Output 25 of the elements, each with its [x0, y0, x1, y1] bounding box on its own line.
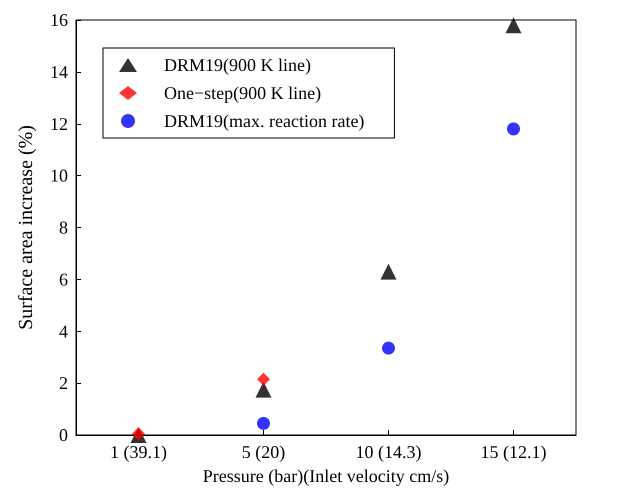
x-tick-label: 5 (20)	[242, 442, 286, 462]
x-axis-title: Pressure (bar)(Inlet velocity cm/s)	[202, 466, 450, 486]
y-tick-label: 14	[50, 62, 68, 82]
y-tick-label: 2	[59, 373, 68, 394]
x-tick-label: 1 (39.1)	[110, 442, 167, 462]
point	[257, 416, 270, 430]
point	[256, 382, 272, 398]
legend-label: DRM19(max. reaction rate)	[164, 111, 364, 131]
x-tick-label: 15 (12.1)	[480, 442, 546, 462]
point	[507, 122, 520, 136]
point	[257, 372, 270, 386]
y-tick-label: 0	[59, 425, 68, 445]
point	[382, 342, 395, 355]
legend-label: One−step(900 K line)	[164, 83, 322, 103]
legend-label: DRM19(900 K line)	[164, 55, 311, 75]
y-tick-label: 6	[59, 269, 68, 290]
point	[380, 264, 396, 280]
y-tick-label: 8	[59, 218, 68, 238]
x-tick-label: 10 (14.3)	[356, 442, 422, 462]
y-tick-label: 16	[50, 10, 68, 30]
y-tick-label: 12	[50, 114, 68, 134]
y-axis-title: Surface area increase (%)	[15, 125, 37, 330]
y-tick-label: 4	[59, 321, 68, 342]
y-tick-label: 10	[50, 166, 68, 186]
point	[506, 17, 522, 34]
